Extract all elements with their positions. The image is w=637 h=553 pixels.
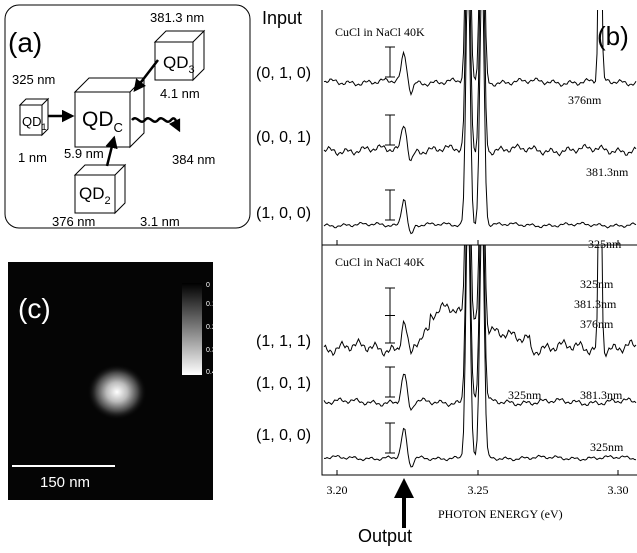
panel-label: (c): [18, 293, 51, 324]
label: 3.25: [468, 483, 489, 497]
label: 3.1 nm: [140, 214, 180, 229]
sample-label: CuCl in NaCl 40K: [335, 25, 425, 39]
label: QD: [82, 108, 114, 131]
label: 1: [42, 122, 47, 132]
label: 325nm: [590, 440, 624, 454]
colorbar-labels: 0 0.10 0.20 0.30 0.40: [206, 282, 220, 376]
label: 376 nm: [52, 214, 95, 229]
spectrum: [323, 245, 637, 358]
label: 0.20: [206, 324, 220, 331]
qd-label: QDC: [82, 108, 123, 135]
panel-b: Input (b) CuCl in NaCl 40K CuCl in NaCl …: [256, 8, 637, 546]
label: 0.30: [206, 347, 220, 354]
label: 0.40: [206, 369, 220, 376]
panel-a: (a) QD1 QDC QD3 QD2 325 nm 1 nm 5.9 nm 3…: [4, 4, 251, 229]
label: 1 nm: [18, 150, 47, 165]
qd-label: QD1: [22, 114, 47, 132]
spectrum: [324, 245, 637, 468]
label: 0.10: [206, 301, 220, 308]
label: 381.3 nm: [150, 10, 204, 25]
panel-label: (b): [597, 21, 629, 51]
label: (0, 0, 1): [256, 129, 311, 146]
spectrum: [323, 10, 637, 235]
label: (1, 0, 1): [256, 375, 311, 392]
panel-c: (c) 0 0.10 0.20 0.30 0.40 150 nm: [8, 262, 220, 500]
label: 384 nm: [172, 152, 215, 167]
label: 3: [189, 64, 195, 76]
dimension-labels: 325 nm 1 nm 5.9 nm 381.3 nm 4.1 nm 384 n…: [12, 10, 215, 229]
cube: [18, 97, 50, 137]
label: 381.3nm: [580, 388, 623, 402]
panel-frame: [4, 4, 251, 229]
x-tick-labels: 3.20 3.25 3.30: [327, 483, 629, 497]
label: QD: [22, 114, 42, 129]
label: 325 nm: [12, 72, 55, 87]
label: 376nm: [568, 93, 602, 107]
label: 5.9 nm: [64, 146, 104, 161]
row-labels: (0, 1, 0) (0, 0, 1) (1, 0, 0) (1, 1, 1) …: [256, 65, 311, 444]
qd-label: QD2: [79, 184, 111, 207]
label: C: [114, 120, 123, 135]
bright-spot: [87, 364, 147, 420]
output-label: Output: [358, 526, 412, 546]
label: 3.30: [608, 483, 629, 497]
spectrum: [323, 10, 637, 97]
label: 381.3nm: [574, 297, 617, 311]
qd-label: QD3: [163, 53, 195, 76]
cube: [73, 163, 127, 215]
spectrum: [323, 10, 637, 162]
label: QD: [163, 53, 189, 72]
label: (1, 0, 0): [256, 427, 311, 444]
colorbar: [182, 283, 202, 375]
arrows: [48, 59, 181, 167]
label: 0: [206, 282, 210, 289]
label: 3.20: [327, 483, 348, 497]
annotations: 376nm 381.3nm 325nm 325nm 381.3nm 376nm …: [508, 93, 629, 454]
label: QD: [79, 184, 105, 203]
input-label: Input: [262, 8, 302, 28]
label: (1, 0, 0): [256, 205, 311, 222]
label: 2: [105, 195, 111, 207]
label: (0, 1, 0): [256, 65, 311, 82]
label: (1, 1, 1): [256, 333, 311, 350]
panel-label: (a): [8, 27, 42, 58]
label: 4.1 nm: [160, 86, 200, 101]
label: 325nm: [508, 388, 542, 402]
x-axis-title: PHOTON ENERGY (eV): [438, 507, 563, 521]
scale-label: 150 nm: [40, 474, 90, 491]
label: 381.3nm: [586, 165, 629, 179]
cube: [153, 29, 206, 82]
label: 325nm: [588, 237, 622, 251]
spectrum: [323, 245, 637, 411]
sample-label: CuCl in NaCl 40K: [335, 255, 425, 269]
